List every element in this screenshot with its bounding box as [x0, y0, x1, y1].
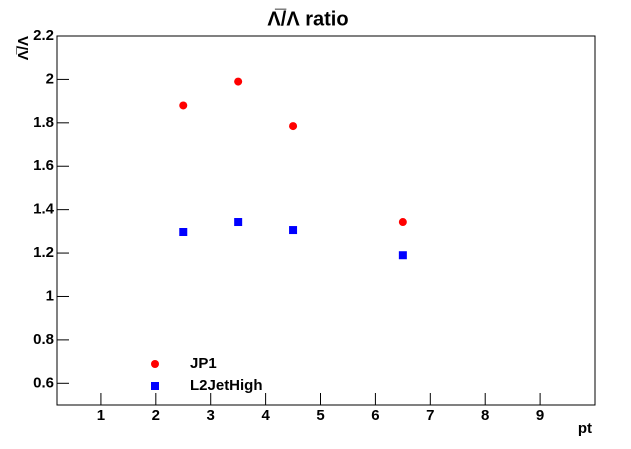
- x-tick-label: 3: [207, 407, 215, 424]
- x-tick-label: 9: [536, 407, 544, 424]
- data-point: [398, 251, 407, 260]
- chart-title: Λ̅/Λ ratio: [267, 8, 348, 30]
- x-tick-label: 4: [261, 407, 270, 424]
- y-axis-label: Λ̅/Λ: [15, 36, 32, 60]
- x-axis-label: pt: [578, 420, 592, 437]
- x-tick-label: 1: [97, 407, 105, 424]
- x-tick-label: 6: [371, 407, 379, 424]
- y-tick-label: 1.4: [33, 201, 55, 218]
- data-point: [398, 218, 407, 227]
- legend-marker: [151, 382, 159, 390]
- legend-label: L2JetHigh: [190, 377, 263, 394]
- y-tick-label: 0.6: [33, 374, 54, 391]
- data-point: [289, 122, 298, 131]
- y-tick-label: 2: [46, 70, 54, 87]
- legend-marker: [151, 360, 159, 368]
- plot-frame: [56, 35, 596, 406]
- x-tick-label: 8: [481, 407, 489, 424]
- data-point: [179, 228, 188, 237]
- data-point: [234, 218, 243, 227]
- y-tick-label: 1.8: [33, 114, 54, 131]
- x-tick-label: 5: [316, 407, 324, 424]
- data-point: [179, 101, 188, 110]
- y-tick-label: 0.8: [33, 331, 54, 348]
- data-point: [234, 77, 243, 86]
- data-point: [289, 226, 298, 235]
- x-tick-label: 7: [426, 407, 434, 424]
- x-tick-label: 2: [152, 407, 160, 424]
- y-tick-label: 1: [46, 287, 54, 304]
- y-tick-label: 1.2: [33, 244, 54, 261]
- y-tick-label: 2.2: [33, 27, 54, 44]
- legend-label: JP1: [190, 355, 217, 372]
- y-tick-label: 1.6: [33, 157, 54, 174]
